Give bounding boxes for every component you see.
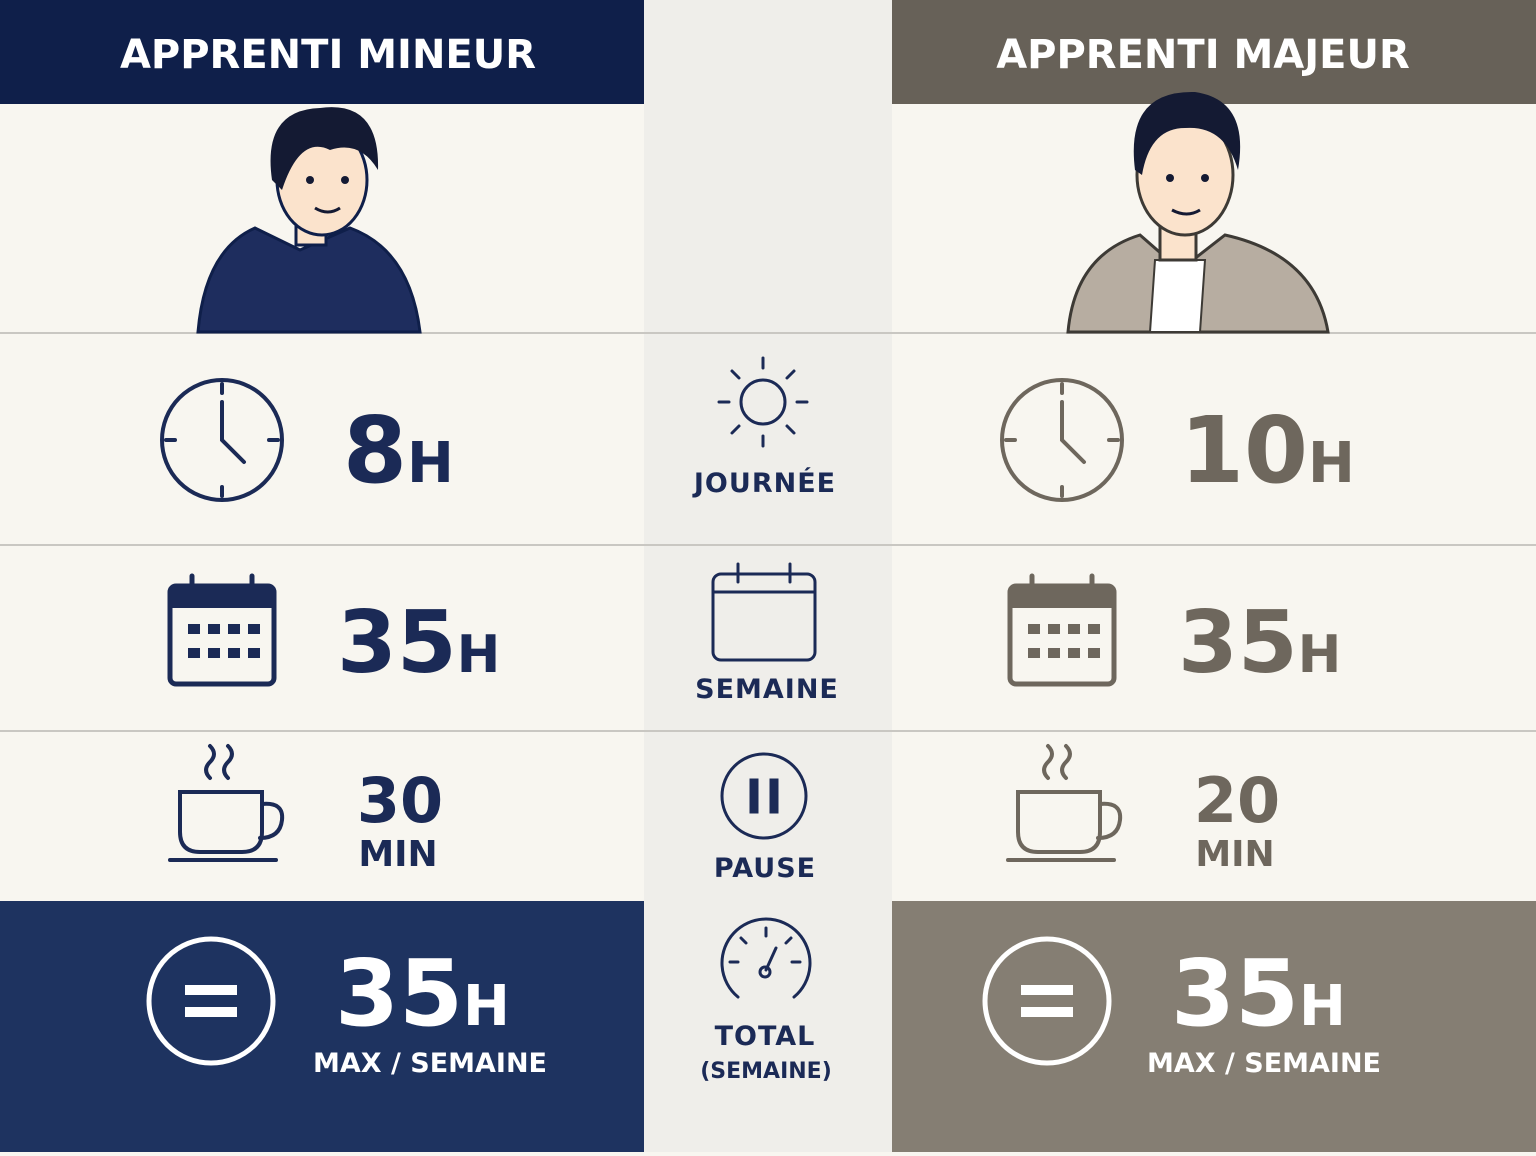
left-day-value: 8H [343,397,454,504]
gauge-icon [720,917,812,999]
sun-icon [717,356,809,448]
row-sublabel: (SEMAINE) [700,1059,832,1084]
right-day-value: 10H [1180,397,1355,504]
left-title: APPRENTI MINEUR [120,32,536,78]
minor-avatar [196,107,422,334]
left-week-value: 35H [337,593,500,693]
left-header [0,0,644,104]
left-pause-value: 30 [357,764,443,837]
calendar-outline-icon [711,562,817,662]
left-total-value: 35H [335,940,510,1047]
clock-icon [1000,378,1124,502]
cup-icon [1006,744,1123,862]
cup-icon [168,744,285,862]
right-title: APPRENTI MAJEUR [996,32,1410,78]
clock-icon [160,378,284,502]
right-total-value: 35H [1171,940,1346,1047]
row-label: TOTAL [715,1021,816,1052]
calendar-icon [170,576,274,684]
right-header [892,0,1536,104]
pause-icon [720,752,808,840]
row-label: JOURNÉE [692,467,836,499]
row-label: SEMAINE [695,674,839,705]
left-total-note: MAX / SEMAINE [313,1048,547,1079]
right-total-note: MAX / SEMAINE [1147,1048,1381,1079]
calendar-icon [1010,576,1114,684]
row-label: PAUSE [714,853,816,884]
right-total-bg [892,901,1536,1152]
right-week-value: 35H [1178,593,1341,693]
left-pause-unit: MIN [358,834,437,875]
major-avatar [1066,91,1330,334]
center-column [644,0,892,1152]
right-pause-value: 20 [1194,764,1280,837]
right-pause-unit: MIN [1195,834,1274,875]
left-total-bg [0,901,644,1152]
